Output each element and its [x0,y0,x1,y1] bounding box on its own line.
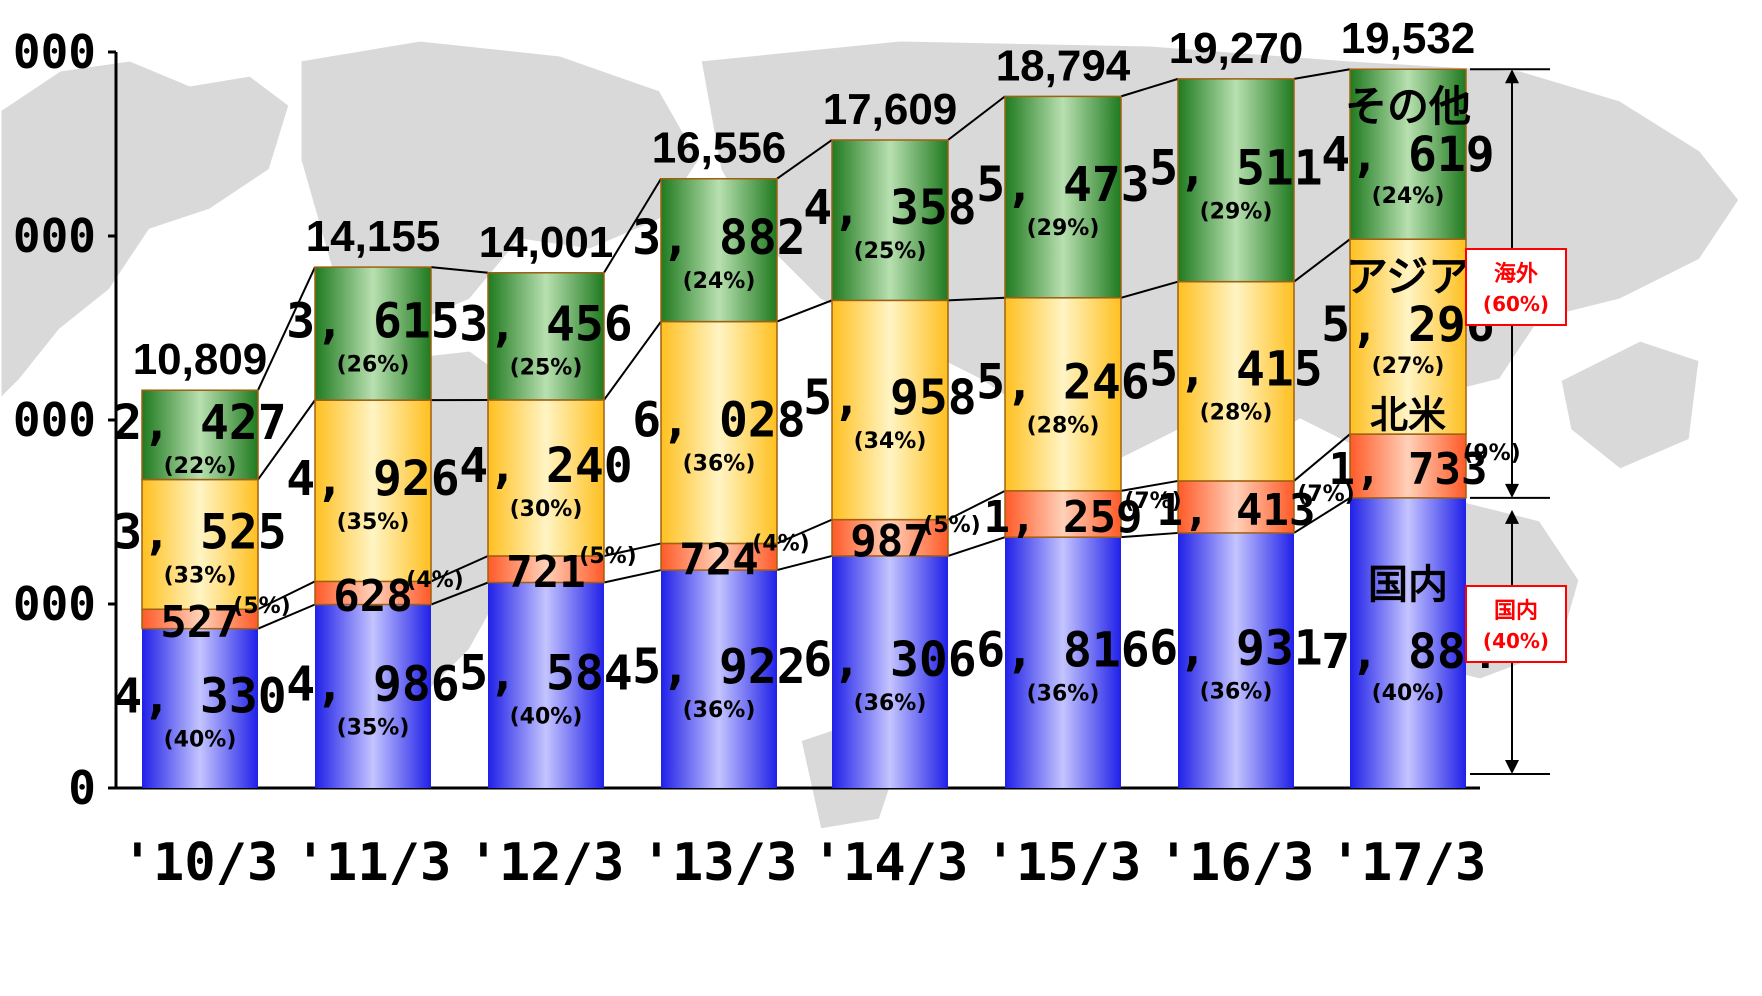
bar-value-label: 4, 240 [459,438,632,494]
bar-value-label: 6, 931 [1149,620,1322,676]
bar-value-label: 3, 456 [459,296,632,352]
bar-value-label: 987 [850,516,929,567]
bar-value-label: 3, 882 [632,210,805,266]
bar-total-label: 14,001 [479,218,614,267]
connector-line [604,570,661,582]
bar-total-label: 19,532 [1341,14,1476,63]
bar-value-label: 724 [679,535,758,586]
bar-value-label: 4, 330 [113,668,286,724]
bar-percent-label: (5%) [579,544,636,569]
y-tick-label: 10, 000 [0,393,96,447]
bar-value-label: 4, 926 [286,451,459,507]
bar-percent-label: (28%) [1027,413,1100,438]
y-tick-label: 5, 000 [0,577,96,631]
bar-percent-label: (27%) [1372,354,1445,379]
bar-percent-label: (40%) [1372,681,1445,706]
x-tick-label: '10/3 [122,833,279,893]
bar-percent-label: (28%) [1200,400,1273,425]
bar-percent-label: (35%) [337,715,410,740]
x-tick-label: '12/3 [468,833,625,893]
bar-total-label: 18,794 [996,41,1131,90]
bar-value-label: 5, 473 [976,157,1149,213]
bar-value-label: 721 [506,547,585,598]
x-tick-label: '13/3 [641,833,798,893]
bar-value-label: 527 [160,597,239,648]
domestic-bracket-label: 国内 [1494,599,1538,624]
bar-total-label: 14,155 [306,212,441,261]
bar-percent-label: (33%) [164,563,237,588]
bar-percent-label: (36%) [1200,679,1273,704]
bar-percent-label: (24%) [1372,184,1445,209]
series-label-domestic: 国内 [1368,562,1448,608]
bar-percent-label: (5%) [923,513,980,538]
bar-value-label: 6, 816 [976,623,1149,679]
bar-value-label: 4, 358 [803,180,976,236]
bar-value-label: 1, 259 [984,492,1143,543]
x-tick-label: '16/3 [1158,833,1315,893]
bar-percent-label: (30%) [510,497,583,522]
series-label-other: その他 [1345,82,1471,131]
overseas-bracket-pct: (60%) [1483,292,1549,316]
bar-value-label: 5, 584 [459,645,632,701]
y-tick-label: 0 [68,761,96,815]
bar-value-label: 3, 615 [286,294,459,350]
bar-value-label: 5, 511 [1149,140,1322,196]
bar-value-label: 2, 427 [113,395,286,451]
bar-total-label: 19,270 [1169,24,1304,73]
bar-percent-label: (34%) [854,429,927,454]
bar-percent-label: (24%) [683,269,756,294]
domestic-bracket-pct: (40%) [1483,629,1549,653]
bar-value-label: 628 [333,571,412,622]
bar-percent-label: (36%) [683,452,756,477]
bar-percent-label: (36%) [1027,682,1100,707]
bar-percent-label: (40%) [510,704,583,729]
bar-value-label: 5, 246 [976,354,1149,410]
x-tick-label: '14/3 [812,833,969,893]
x-tick-label: '17/3 [1330,833,1487,893]
bar-value-label: 4, 619 [1321,127,1494,183]
x-tick-label: '15/3 [985,833,1142,893]
arrow-head-down [1505,760,1519,774]
bar-value-label: 6, 028 [632,393,805,449]
bar-percent-label: (29%) [1027,216,1100,241]
x-tick-label: '11/3 [295,833,452,893]
bar-value-label: 6, 306 [803,632,976,688]
bar-percent-label: (26%) [337,353,410,378]
bar-value-label: 5, 958 [803,370,976,426]
bar-total-label: 10,809 [133,335,268,384]
series-label-north-america: 北米 [1370,393,1446,437]
connector-line [777,556,832,570]
bar-percent-label: (25%) [854,239,927,264]
bar-percent-label: (36%) [854,691,927,716]
y-tick-label: 20, 000 [0,25,96,79]
bar-value-label: 4, 986 [286,656,459,712]
series-label-asia: アジア [1346,252,1470,301]
overseas-bracket-label: 海外 [1494,261,1538,287]
connector-line [777,300,832,321]
bar-value-label: 5, 415 [1149,341,1322,397]
bar-percent-label: (25%) [510,355,583,380]
bar-total-label: 17,609 [823,85,958,134]
bar-percent-label: (4%) [406,568,463,593]
bar-value-label: 5, 922 [632,639,805,695]
bar-percent-label: (40%) [164,727,237,752]
bar-percent-label: (5%) [233,594,290,619]
arrow-head-down [1505,484,1519,498]
bar-percent-label: (29%) [1200,199,1273,224]
y-tick-label: 15, 000 [0,209,96,263]
bar-total-label: 16,556 [652,124,787,173]
bar-percent-label: (35%) [337,510,410,535]
bar-percent-label: (4%) [752,532,809,557]
bar-value-label: 1, 413 [1157,485,1316,536]
bar-percent-label: (22%) [164,454,237,479]
bar-percent-label: (36%) [683,698,756,723]
bar-value-label: 3, 525 [113,504,286,560]
